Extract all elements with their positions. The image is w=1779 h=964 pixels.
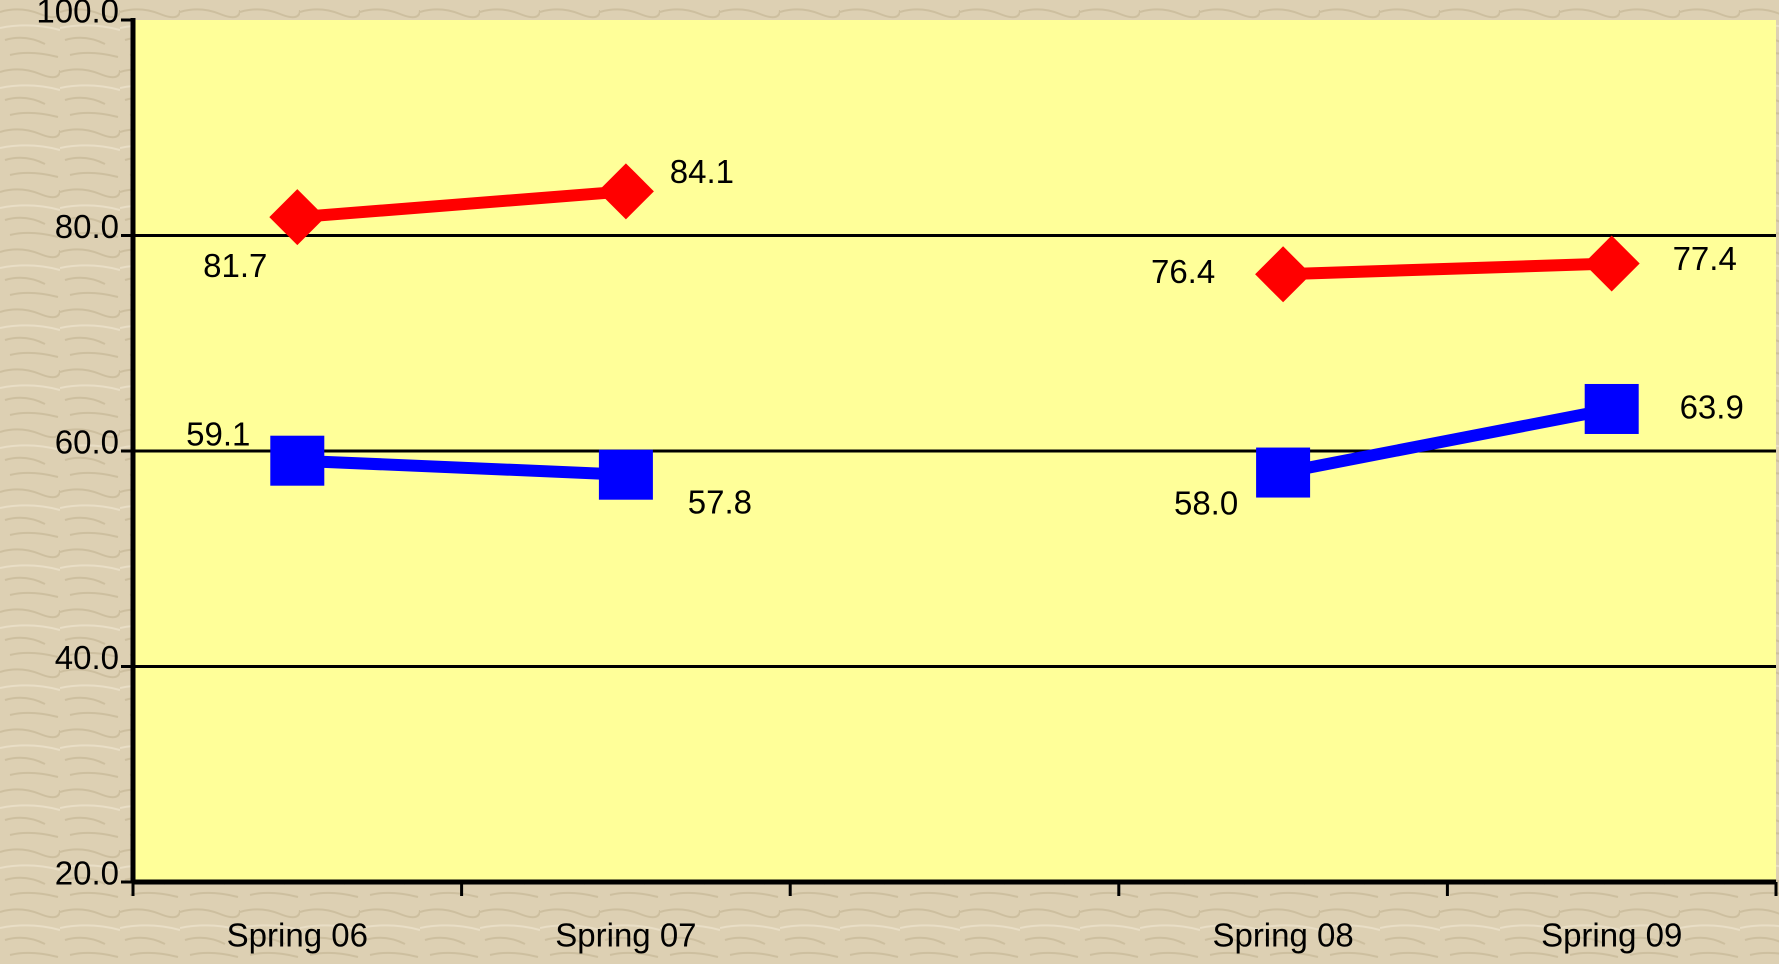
y-tick-label: 40.0: [55, 639, 119, 676]
y-tick-label: 60.0: [55, 424, 119, 461]
marker: [1256, 447, 1311, 498]
data-label: 77.4: [1673, 240, 1737, 277]
series-line: [296, 185, 627, 224]
y-tick-label: 20.0: [55, 855, 119, 892]
x-tick-label: Spring 08: [1212, 917, 1353, 954]
data-label: 57.8: [688, 483, 752, 520]
x-tick-label: Spring 06: [227, 917, 368, 954]
marker: [269, 189, 326, 246]
x-tick-label: Spring 07: [555, 917, 696, 954]
data-label: 58.0: [1174, 484, 1238, 521]
data-label: 84.1: [670, 153, 734, 190]
marker: [1583, 235, 1640, 292]
data-label: 76.4: [1151, 253, 1215, 290]
y-tick-label: 100.0: [36, 0, 119, 30]
data-label: 59.1: [186, 415, 250, 452]
series-line: [297, 454, 627, 481]
marker: [597, 163, 654, 220]
data-label: 81.7: [203, 247, 267, 284]
series-line: [1282, 257, 1612, 281]
y-tick-label: 80.0: [55, 208, 119, 245]
marker: [1255, 246, 1312, 303]
series-line: [1281, 403, 1613, 479]
x-tick-label: Spring 09: [1541, 917, 1682, 954]
marker: [1584, 383, 1639, 434]
data-label: 63.9: [1680, 389, 1744, 426]
marker: [270, 435, 325, 486]
marker: [598, 449, 653, 500]
